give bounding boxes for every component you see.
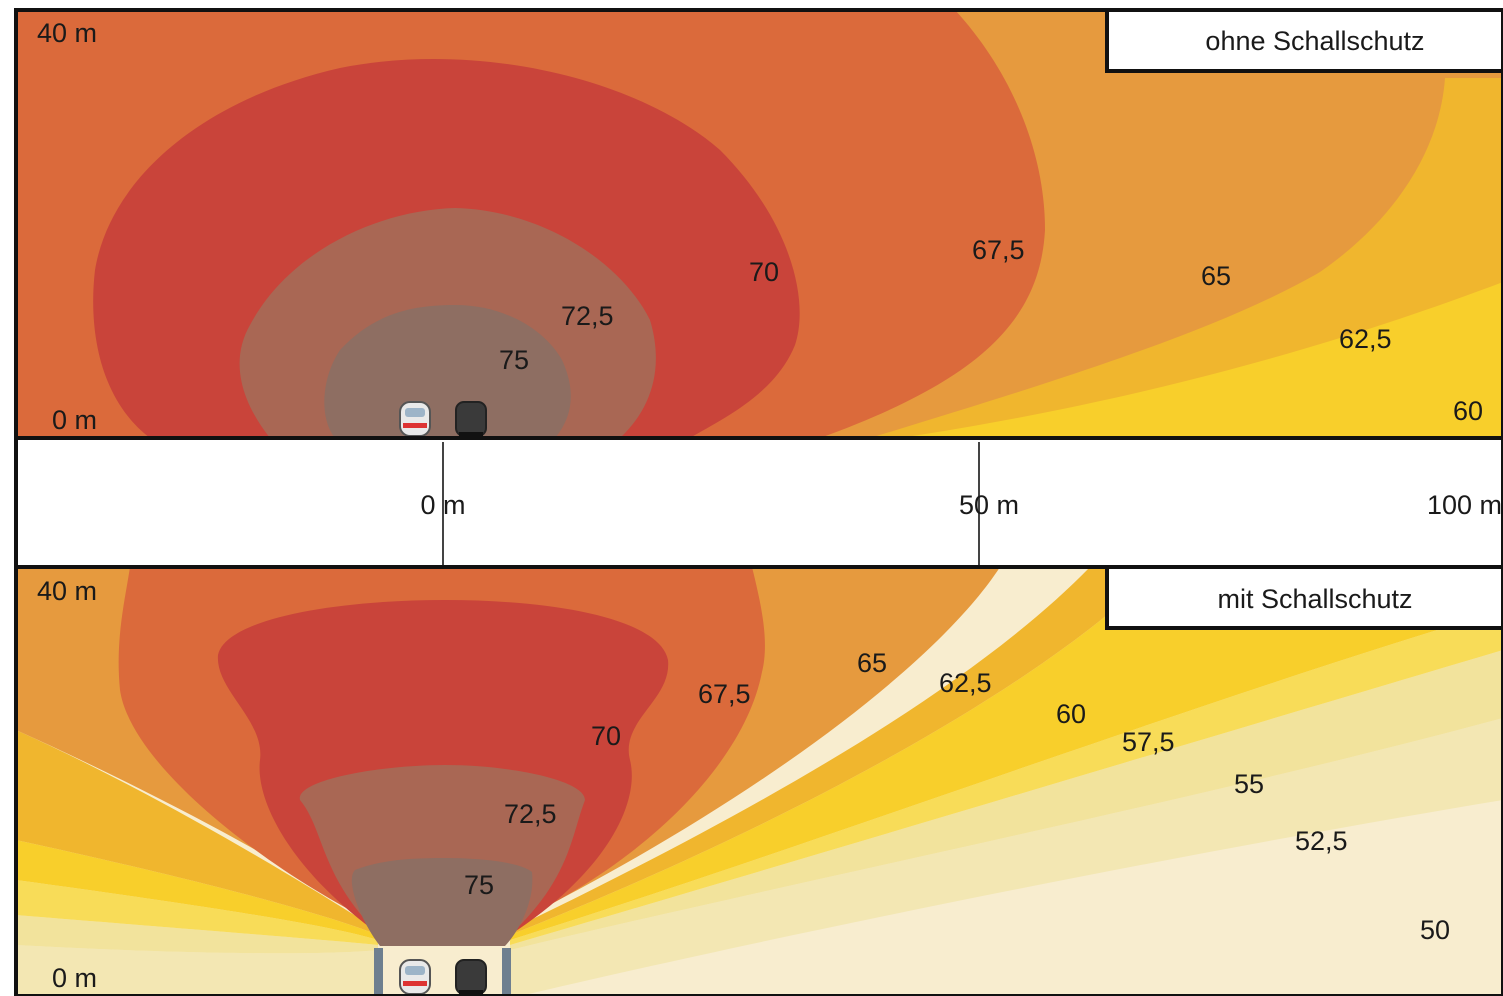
top-y-label-0: 0 m (52, 405, 97, 435)
train-front-icon (399, 401, 431, 437)
bottom-zone-57-5 (16, 610, 1503, 945)
axis-tick-label: 0 m (420, 490, 465, 520)
train-front-icon (399, 959, 431, 995)
train-rear-icon (455, 959, 487, 995)
bottom-contour-label: 57,5 (1122, 727, 1175, 757)
bottom-contour-label: 75 (464, 870, 494, 900)
bottom-title-box: mit Schallschutz (1105, 565, 1503, 630)
bottom-contour-label: 55 (1234, 769, 1264, 799)
top-contour-label: 60 (1453, 396, 1483, 426)
top-contour-label: 67,5 (972, 235, 1025, 265)
top-contour-label: 75 (499, 345, 529, 375)
bottom-contour-label: 60 (1056, 699, 1086, 729)
train-rear-icon (455, 401, 487, 437)
noise-barrier-right (502, 948, 511, 996)
top-contour-label: 65 (1201, 261, 1231, 291)
bottom-panel: mit Schallschutz 40 m 0 m 75 72,5 70 67,… (14, 565, 1503, 996)
bottom-panel-title: mit Schallschutz (1217, 584, 1412, 614)
bottom-contour-label: 52,5 (1295, 826, 1348, 856)
distance-axis: 0 m 50 m 100 m (14, 436, 1503, 569)
bottom-y-label-40: 40 m (37, 576, 97, 606)
bottom-contour-label: 70 (591, 721, 621, 751)
axis-tick-label: 100 m (1427, 490, 1502, 520)
top-zone-60 (900, 282, 1503, 438)
bottom-contour-label: 65 (857, 648, 887, 678)
bottom-contour-label: 62,5 (939, 668, 992, 698)
top-contour-label: 62,5 (1339, 324, 1392, 354)
bottom-contour-label: 67,5 (698, 679, 751, 709)
top-zone-75 (324, 305, 571, 438)
top-panel-title: ohne Schallschutz (1205, 26, 1424, 56)
bottom-zone-75 (351, 858, 533, 946)
top-title-box: ohne Schallschutz (1105, 8, 1503, 73)
top-y-label-40: 40 m (37, 18, 97, 48)
axis-tick-label: 50 m (959, 490, 1019, 520)
top-panel: ohne Schallschutz 40 m 0 m 75 72,5 70 67… (14, 8, 1503, 440)
bottom-contour-label: 72,5 (504, 799, 557, 829)
top-contour-label: 70 (749, 257, 779, 287)
top-contour-label: 72,5 (561, 301, 614, 331)
bottom-zone-52-5 (16, 718, 1503, 996)
bottom-y-label-0: 0 m (52, 963, 97, 993)
bottom-contour-label: 50 (1420, 915, 1450, 945)
noise-barrier-left (374, 948, 383, 996)
bottom-zone-60 (16, 567, 1503, 940)
